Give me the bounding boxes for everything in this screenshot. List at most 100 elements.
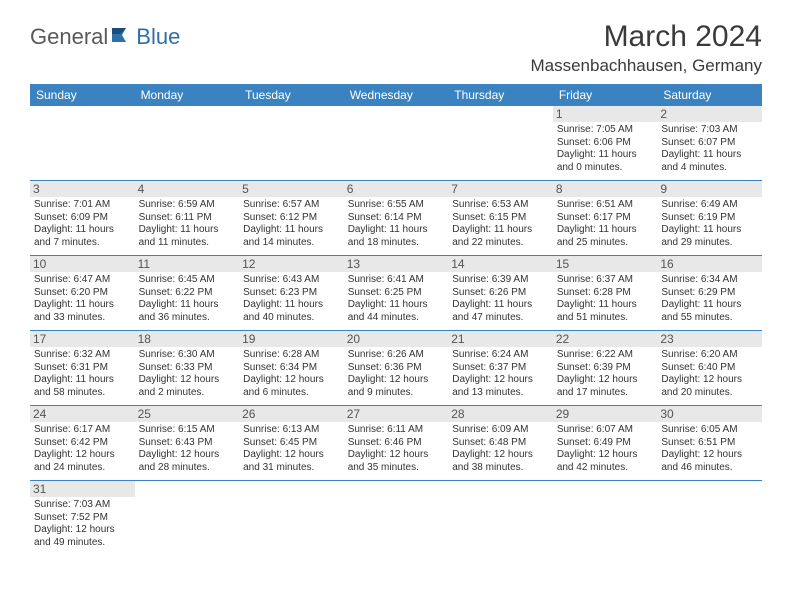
daylight-text: Daylight: 11 hours and 55 minutes. (661, 299, 758, 324)
title-block: March 2024 Massenbachhausen, Germany (530, 20, 762, 76)
calendar-cell: 27Sunrise: 6:11 AMSunset: 6:46 PMDayligh… (344, 406, 449, 481)
day-number: 16 (657, 256, 762, 272)
calendar-cell (344, 481, 449, 556)
day-sun-info: Sunrise: 6:41 AMSunset: 6:25 PMDaylight:… (348, 274, 445, 324)
calendar-cell (657, 481, 762, 556)
daylight-text: Daylight: 11 hours and 4 minutes. (661, 149, 758, 174)
calendar-cell: 26 Sunrise: 6:13 AMSunset: 6:45 PMDayligh… (239, 406, 344, 481)
day-sun-info: Sunrise: 7:03 AMSunset: 7:52 PMDaylight:… (34, 499, 131, 549)
sunset-text: Sunset: 6:23 PM (243, 287, 340, 300)
daylight-text: Daylight: 11 hours and 29 minutes. (661, 224, 758, 249)
daylight-text: Daylight: 11 hours and 18 minutes. (348, 224, 445, 249)
calendar-cell: 22 Sunrise: 6:22 AMSunset: 6:39 PMDayligh… (553, 331, 658, 406)
sunrise-text: Sunrise: 6:09 AM (452, 424, 549, 437)
day-number (448, 481, 553, 483)
day-number (344, 106, 449, 108)
daylight-text: Daylight: 12 hours and 17 minutes. (557, 374, 654, 399)
calendar-cell: 20Sunrise: 6:26 AMSunset: 6:36 PMDayligh… (344, 331, 449, 406)
sunrise-text: Sunrise: 6:45 AM (139, 274, 236, 287)
day-number: 21 (448, 331, 553, 347)
sunset-text: Sunset: 6:12 PM (243, 212, 340, 225)
sunrise-text: Sunrise: 6:17 AM (34, 424, 131, 437)
day-number: 26 (239, 406, 344, 422)
weekday-header: Wednesday (344, 84, 449, 106)
day-number (553, 481, 658, 483)
daylight-text: Daylight: 11 hours and 47 minutes. (452, 299, 549, 324)
sunset-text: Sunset: 6:39 PM (557, 362, 654, 375)
sunrise-text: Sunrise: 6:43 AM (243, 274, 340, 287)
day-sun-info: Sunrise: 6:22 AMSunset: 6:39 PMDaylight:… (557, 349, 654, 399)
day-number (448, 106, 553, 108)
day-sun-info: Sunrise: 7:05 AMSunset: 6:06 PMDaylight:… (557, 124, 654, 174)
day-sun-info: Sunrise: 6:57 AMSunset: 6:12 PMDaylight:… (243, 199, 340, 249)
calendar-cell: 12Sunrise: 6:43 AMSunset: 6:23 PMDayligh… (239, 256, 344, 331)
day-number: 6 (344, 181, 449, 197)
sunset-text: Sunset: 6:14 PM (348, 212, 445, 225)
calendar-table: Sunday Monday Tuesday Wednesday Thursday… (30, 84, 762, 555)
day-sun-info: Sunrise: 6:53 AMSunset: 6:15 PMDaylight:… (452, 199, 549, 249)
day-sun-info: Sunrise: 6:55 AMSunset: 6:14 PMDaylight:… (348, 199, 445, 249)
sunset-text: Sunset: 6:49 PM (557, 437, 654, 450)
logo-text-blue: Blue (136, 24, 180, 50)
day-sun-info: Sunrise: 6:37 AMSunset: 6:28 PMDaylight:… (557, 274, 654, 324)
sunset-text: Sunset: 7:52 PM (34, 512, 131, 525)
day-sun-info: Sunrise: 7:01 AMSunset: 6:09 PMDaylight:… (34, 199, 131, 249)
logo-text-general: General (30, 24, 108, 50)
sunset-text: Sunset: 6:11 PM (139, 212, 236, 225)
daylight-text: Daylight: 11 hours and 22 minutes. (452, 224, 549, 249)
day-number: 22 (553, 331, 658, 347)
calendar-cell: 10Sunrise: 6:47 AMSunset: 6:20 PMDayligh… (30, 256, 135, 331)
sunset-text: Sunset: 6:06 PM (557, 137, 654, 150)
logo: General Blue (30, 24, 180, 50)
calendar-cell: 19Sunrise: 6:28 AMSunset: 6:34 PMDayligh… (239, 331, 344, 406)
weekday-header: Sunday (30, 84, 135, 106)
sunset-text: Sunset: 6:46 PM (348, 437, 445, 450)
calendar-week-row: 3Sunrise: 7:01 AMSunset: 6:09 PMDaylight… (30, 181, 762, 256)
sunrise-text: Sunrise: 6:20 AM (661, 349, 758, 362)
sunrise-text: Sunrise: 6:49 AM (661, 199, 758, 212)
sunset-text: Sunset: 6:48 PM (452, 437, 549, 450)
sunrise-text: Sunrise: 7:05 AM (557, 124, 654, 137)
daylight-text: Daylight: 12 hours and 9 minutes. (348, 374, 445, 399)
sunrise-text: Sunrise: 6:51 AM (557, 199, 654, 212)
daylight-text: Daylight: 11 hours and 11 minutes. (139, 224, 236, 249)
daylight-text: Daylight: 12 hours and 24 minutes. (34, 449, 131, 474)
sunset-text: Sunset: 6:28 PM (557, 287, 654, 300)
day-number: 23 (657, 331, 762, 347)
day-sun-info: Sunrise: 6:26 AMSunset: 6:36 PMDaylight:… (348, 349, 445, 399)
calendar-week-row: 31Sunrise: 7:03 AMSunset: 7:52 PMDayligh… (30, 481, 762, 556)
calendar-cell: 18Sunrise: 6:30 AMSunset: 6:33 PMDayligh… (135, 331, 240, 406)
day-number: 27 (344, 406, 449, 422)
day-number: 18 (135, 331, 240, 347)
sunset-text: Sunset: 6:17 PM (557, 212, 654, 225)
day-sun-info: Sunrise: 6:05 AMSunset: 6:51 PMDaylight:… (661, 424, 758, 474)
calendar-cell (448, 106, 553, 181)
sunset-text: Sunset: 6:26 PM (452, 287, 549, 300)
calendar-cell (448, 481, 553, 556)
day-sun-info: Sunrise: 6:47 AMSunset: 6:20 PMDaylight:… (34, 274, 131, 324)
sunset-text: Sunset: 6:42 PM (34, 437, 131, 450)
sunset-text: Sunset: 6:33 PM (139, 362, 236, 375)
weekday-header-row: Sunday Monday Tuesday Wednesday Thursday… (30, 84, 762, 106)
day-number: 8 (553, 181, 658, 197)
weekday-header: Friday (553, 84, 658, 106)
daylight-text: Daylight: 12 hours and 35 minutes. (348, 449, 445, 474)
day-sun-info: Sunrise: 6:07 AMSunset: 6:49 PMDaylight:… (557, 424, 654, 474)
daylight-text: Daylight: 11 hours and 0 minutes. (557, 149, 654, 174)
sunrise-text: Sunrise: 6:24 AM (452, 349, 549, 362)
daylight-text: Daylight: 11 hours and 14 minutes. (243, 224, 340, 249)
day-number: 17 (30, 331, 135, 347)
calendar-cell: 13Sunrise: 6:41 AMSunset: 6:25 PMDayligh… (344, 256, 449, 331)
day-sun-info: Sunrise: 6:34 AMSunset: 6:29 PMDaylight:… (661, 274, 758, 324)
calendar-cell: 30Sunrise: 6:05 AMSunset: 6:51 PMDayligh… (657, 406, 762, 481)
day-sun-info: Sunrise: 6:39 AMSunset: 6:26 PMDaylight:… (452, 274, 549, 324)
day-sun-info: Sunrise: 6:15 AMSunset: 6:43 PMDaylight:… (139, 424, 236, 474)
sunset-text: Sunset: 6:51 PM (661, 437, 758, 450)
calendar-cell: 1Sunrise: 7:05 AMSunset: 6:06 PMDaylight… (553, 106, 658, 181)
calendar-cell: 11Sunrise: 6:45 AMSunset: 6:22 PMDayligh… (135, 256, 240, 331)
sunrise-text: Sunrise: 6:32 AM (34, 349, 131, 362)
daylight-text: Daylight: 12 hours and 31 minutes. (243, 449, 340, 474)
day-sun-info: Sunrise: 6:13 AMSunset: 6:45 PMDaylight:… (243, 424, 340, 474)
calendar-cell (239, 481, 344, 556)
sunset-text: Sunset: 6:15 PM (452, 212, 549, 225)
